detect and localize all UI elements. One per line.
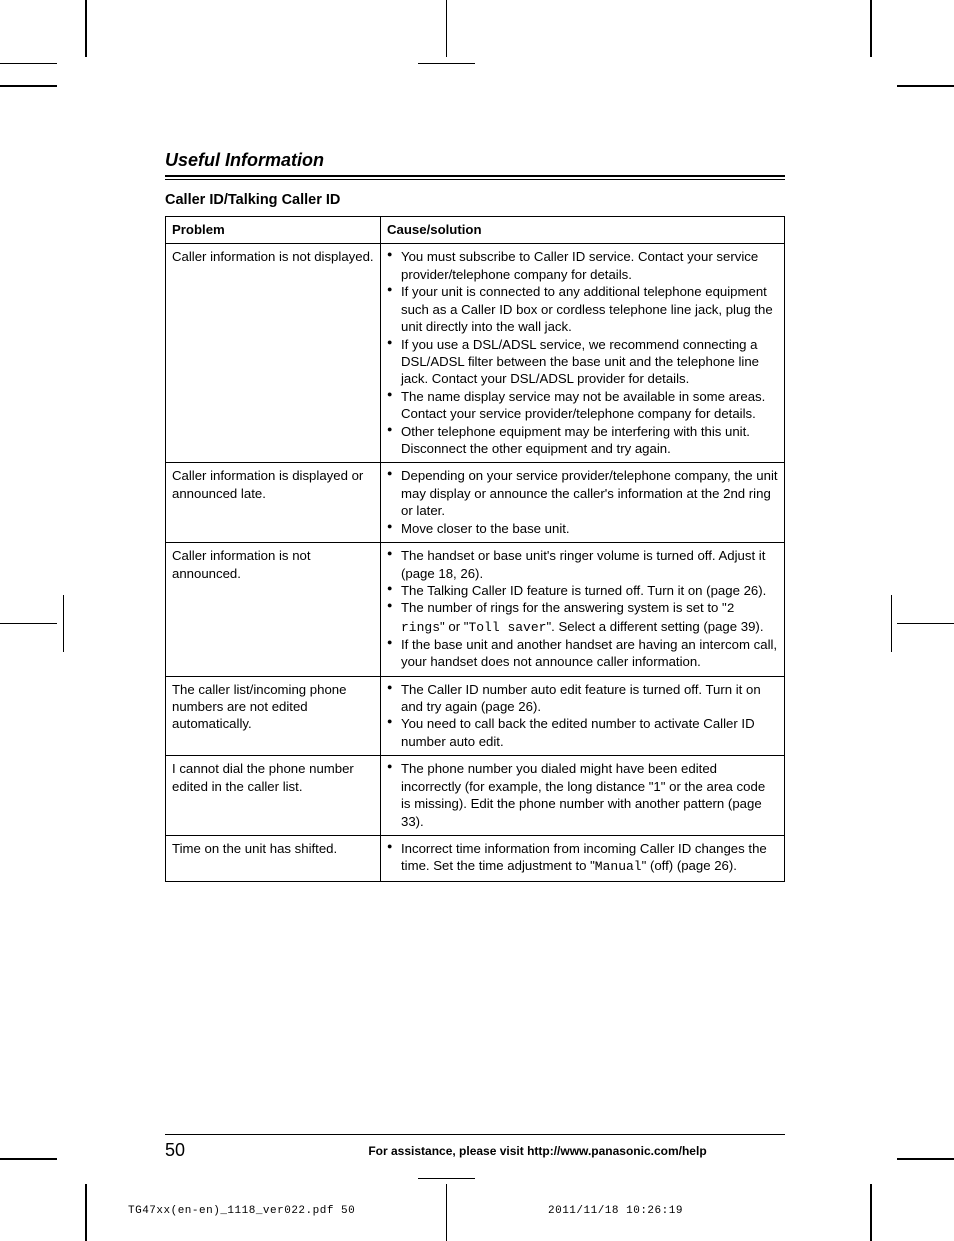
problem-cell: Caller information is displayed or annou…: [166, 463, 381, 543]
table-row: The caller list/incoming phone numbers a…: [166, 676, 785, 756]
solution-item: The handset or base unit's ringer volume…: [387, 547, 778, 582]
col-header-solution: Cause/solution: [381, 217, 785, 244]
solution-item: If the base unit and another handset are…: [387, 636, 778, 671]
solution-cell: Incorrect time information from incoming…: [381, 835, 785, 881]
problem-cell: Caller information is not announced.: [166, 543, 381, 676]
solution-item: Move closer to the base unit.: [387, 520, 778, 537]
footer-assistance: For assistance, please visit http://www.…: [290, 1144, 785, 1158]
solution-item: The name display service may not be avai…: [387, 388, 778, 423]
solution-cell: The Caller ID number auto edit feature i…: [381, 676, 785, 756]
solution-item: The Talking Caller ID feature is turned …: [387, 582, 778, 599]
solution-item: You must subscribe to Caller ID service.…: [387, 248, 778, 283]
table-row: Caller information is not displayed.You …: [166, 244, 785, 463]
solution-item: Other telephone equipment may be interfe…: [387, 423, 778, 458]
problem-cell: Time on the unit has shifted.: [166, 835, 381, 881]
solution-cell: Depending on your service provider/telep…: [381, 463, 785, 543]
solution-item: Incorrect time information from incoming…: [387, 840, 778, 876]
table-row: Time on the unit has shifted.Incorrect t…: [166, 835, 785, 881]
solution-item: The number of rings for the answering sy…: [387, 599, 778, 635]
solution-cell: The handset or base unit's ringer volume…: [381, 543, 785, 676]
page-number: 50: [165, 1140, 185, 1161]
print-info-file: TG47xx(en-en)_1118_ver022.pdf 50: [128, 1205, 355, 1217]
print-info-timestamp: 2011/11/18 10:26:19: [548, 1205, 683, 1217]
solution-item: The Caller ID number auto edit feature i…: [387, 681, 778, 716]
page-content: Useful Information Caller ID/Talking Cal…: [165, 150, 785, 882]
table-header-row: Problem Cause/solution: [166, 217, 785, 244]
footer-rule: [165, 1134, 785, 1135]
table-row: I cannot dial the phone number edited in…: [166, 756, 785, 836]
table-row: Caller information is displayed or annou…: [166, 463, 785, 543]
solution-item: Depending on your service provider/telep…: [387, 467, 778, 519]
problem-cell: I cannot dial the phone number edited in…: [166, 756, 381, 836]
col-header-problem: Problem: [166, 217, 381, 244]
solution-item: If you use a DSL/ADSL service, we recomm…: [387, 336, 778, 388]
problem-cell: Caller information is not displayed.: [166, 244, 381, 463]
table-row: Caller information is not announced.The …: [166, 543, 785, 676]
troubleshoot-table: Problem Cause/solution Caller informatio…: [165, 216, 785, 882]
solution-item: The phone number you dialed might have b…: [387, 760, 778, 830]
solution-cell: The phone number you dialed might have b…: [381, 756, 785, 836]
subheading: Caller ID/Talking Caller ID: [165, 192, 785, 208]
solution-item: If your unit is connected to any additio…: [387, 283, 778, 335]
section-title: Useful Information: [165, 150, 785, 171]
problem-cell: The caller list/incoming phone numbers a…: [166, 676, 381, 756]
solution-cell: You must subscribe to Caller ID service.…: [381, 244, 785, 463]
solution-item: You need to call back the edited number …: [387, 715, 778, 750]
title-rule: [165, 175, 785, 180]
